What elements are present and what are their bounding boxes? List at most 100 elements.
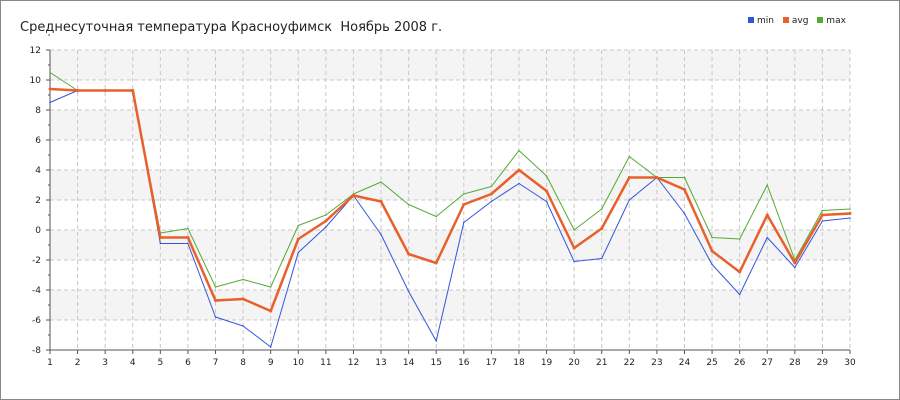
- data-point-avg: [489, 192, 493, 196]
- data-point-max: [49, 71, 51, 74]
- data-point-max: [766, 184, 769, 186]
- x-tick-label: 29: [817, 358, 829, 368]
- data-point-min: [490, 200, 493, 203]
- grid-band: [50, 140, 850, 170]
- data-point-min: [821, 220, 824, 222]
- grid-band: [50, 260, 850, 290]
- x-tick-label: 27: [762, 358, 773, 368]
- legend-swatch-avg: [782, 17, 789, 23]
- data-point-max: [628, 155, 631, 158]
- x-tick-label: 10: [293, 358, 305, 368]
- data-point-max: [214, 286, 217, 288]
- data-point-avg: [296, 237, 300, 241]
- data-point-avg: [462, 203, 466, 206]
- data-point-avg: [103, 89, 107, 92]
- x-tick-label: 11: [320, 358, 331, 368]
- data-point-min: [214, 316, 217, 318]
- x-tick-label: 26: [734, 358, 746, 368]
- data-point-max: [573, 229, 575, 231]
- data-point-min: [49, 101, 51, 104]
- data-point-avg: [820, 213, 824, 217]
- data-point-avg: [214, 299, 218, 302]
- x-tick-label: 1: [47, 358, 53, 368]
- data-point-max: [187, 227, 189, 230]
- y-tick-label: -4: [32, 286, 41, 296]
- legend-label-min: min: [757, 16, 774, 26]
- data-point-avg: [158, 236, 162, 239]
- data-point-avg: [351, 194, 355, 197]
- legend-item-min: min: [748, 16, 774, 26]
- x-tick-label: 13: [375, 358, 386, 368]
- data-point-max: [297, 224, 300, 227]
- data-point-max: [462, 193, 465, 195]
- data-point-min: [849, 217, 851, 219]
- data-point-avg: [517, 168, 521, 172]
- data-point-min: [325, 226, 327, 228]
- grid-band: [50, 200, 850, 230]
- y-tick-label: 2: [35, 196, 41, 206]
- data-point-min: [600, 257, 603, 260]
- data-point-max: [600, 208, 603, 210]
- series-line-max: [49, 72, 851, 288]
- data-point-avg: [682, 188, 686, 191]
- y-tick-label: 8: [35, 106, 41, 116]
- legend-swatch-min: [748, 17, 754, 23]
- x-tick-label: 9: [268, 358, 274, 368]
- data-point-min: [159, 242, 162, 245]
- data-point-avg: [600, 227, 604, 230]
- y-tick-label: 4: [35, 166, 41, 176]
- data-point-max: [325, 214, 327, 216]
- data-point-max: [738, 238, 741, 240]
- series-line-min: [49, 90, 851, 348]
- x-tick-label: 6: [185, 358, 191, 368]
- data-point-min: [380, 233, 382, 236]
- data-point-max: [518, 149, 520, 152]
- x-tick-label: 4: [130, 358, 136, 368]
- x-tick-label: 2: [75, 358, 81, 368]
- grid-band: [50, 290, 850, 320]
- x-tick-label: 22: [624, 358, 635, 368]
- data-point-min: [242, 325, 244, 327]
- data-point-min: [794, 266, 796, 269]
- x-tick-label: 21: [596, 358, 607, 368]
- data-point-min: [435, 340, 438, 342]
- x-tick-label: 3: [102, 358, 108, 368]
- data-point-min: [545, 200, 548, 203]
- x-tick-label: 5: [157, 358, 163, 368]
- x-tick-label: 14: [403, 358, 415, 368]
- y-tick-label: 0: [35, 226, 41, 236]
- data-point-max: [242, 278, 244, 281]
- data-point-min: [518, 182, 520, 185]
- data-point-min: [683, 212, 686, 215]
- data-point-avg: [186, 236, 190, 239]
- legend-label-avg: avg: [791, 16, 809, 26]
- x-tick-label: 23: [651, 358, 662, 368]
- x-tick-label: 20: [568, 358, 580, 368]
- data-point-avg: [738, 270, 742, 274]
- data-point-min: [573, 260, 575, 263]
- grid-band: [50, 50, 850, 80]
- data-point-avg: [848, 212, 852, 215]
- chart-title: Среднесуточная температура Красноуфимск …: [20, 20, 443, 35]
- y-tick-label: -6: [32, 316, 41, 326]
- data-point-min: [462, 221, 465, 224]
- series-line-avg: [49, 87, 851, 313]
- x-tick-label: 17: [486, 358, 497, 368]
- y-tick-label: 10: [30, 76, 42, 86]
- x-tick-label: 25: [706, 358, 717, 368]
- data-point-avg: [793, 261, 797, 265]
- data-point-avg: [407, 252, 411, 256]
- data-point-min: [711, 263, 713, 266]
- x-tick-label: 19: [541, 358, 553, 368]
- data-point-min: [269, 346, 272, 348]
- data-point-avg: [765, 213, 769, 217]
- x-tick-label: 16: [458, 358, 470, 368]
- x-tick-label: 7: [213, 358, 219, 368]
- y-tick-label: -8: [32, 346, 41, 356]
- data-point-avg: [131, 89, 135, 92]
- data-point-max: [711, 236, 713, 239]
- data-point-avg: [545, 189, 549, 193]
- data-point-avg: [434, 261, 438, 265]
- x-tick-label: 30: [844, 358, 856, 368]
